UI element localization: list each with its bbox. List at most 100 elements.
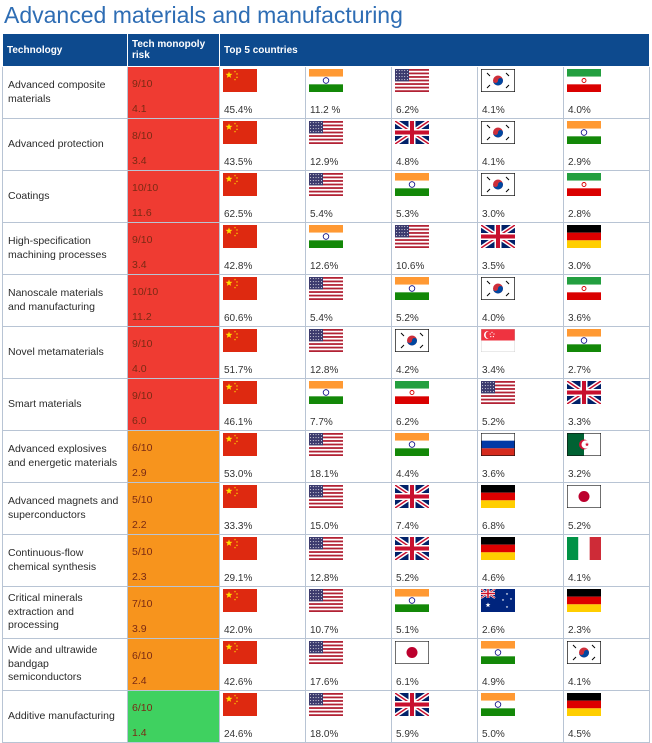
- risk-cell: 9/10 6.0: [127, 378, 220, 431]
- australia-flag-icon: [481, 589, 560, 612]
- risk-value: 4.1: [132, 102, 147, 115]
- risk-value: 3.4: [132, 154, 147, 167]
- country-share: 4.0%: [482, 313, 505, 324]
- india-flag-icon: [481, 693, 560, 716]
- header-top5: Top 5 countries: [219, 33, 650, 67]
- country-share: 46.1%: [224, 417, 253, 428]
- country-share: 4.9%: [482, 677, 505, 688]
- uk-flag-icon: [395, 537, 474, 560]
- country-share: 4.5%: [568, 729, 591, 740]
- risk-score: 6/10: [132, 702, 153, 714]
- country-cell: 2.6%: [477, 586, 564, 639]
- country-cell: 5.3%: [391, 170, 478, 223]
- india-flag-icon: [395, 277, 474, 300]
- country-cell: 7.4%: [391, 482, 478, 535]
- country-share: 17.6%: [310, 677, 339, 688]
- country-share: 12.8%: [310, 573, 339, 584]
- china-flag-icon: [223, 381, 302, 404]
- country-cell: 6.8%: [477, 482, 564, 535]
- country-cell: 3.3%: [563, 378, 650, 431]
- germany-flag-icon: [567, 589, 646, 612]
- country-share: 4.0%: [568, 105, 591, 116]
- risk-score: 5/10: [132, 546, 153, 558]
- country-share: 4.1%: [482, 105, 505, 116]
- risk-cell: 10/10 11.2: [127, 274, 220, 327]
- table-row: Critical minerals extraction and process…: [2, 586, 650, 639]
- table-row: Nanoscale materials and manufacturing 10/…: [2, 274, 650, 327]
- country-share: 2.9%: [568, 157, 591, 168]
- country-share: 5.3%: [396, 209, 419, 220]
- country-cell: 2.9%: [563, 118, 650, 171]
- country-cell: 12.8%: [305, 326, 392, 379]
- country-cell: 6.2%: [391, 66, 478, 119]
- country-cell: 3.6%: [563, 274, 650, 327]
- usa-flag-icon: [309, 693, 388, 716]
- iran-flag-icon: [395, 381, 474, 404]
- country-share: 5.4%: [310, 209, 333, 220]
- country-share: 6.1%: [396, 677, 419, 688]
- country-cell: 18.0%: [305, 690, 392, 743]
- country-share: 12.6%: [310, 261, 339, 272]
- table-row: Advanced composite materials 9/10 4.1 45.4%…: [2, 66, 650, 119]
- risk-value: 11.2: [132, 310, 152, 323]
- country-cell: 29.1%: [219, 534, 306, 587]
- china-flag-icon: [223, 641, 302, 664]
- country-cell: 5.0%: [477, 690, 564, 743]
- china-flag-icon: [223, 433, 302, 456]
- country-cell: 17.6%: [305, 638, 392, 691]
- china-flag-icon: [223, 329, 302, 352]
- usa-flag-icon: [309, 485, 388, 508]
- china-flag-icon: [223, 121, 302, 144]
- china-flag-icon: [223, 589, 302, 612]
- country-cell: 5.2%: [391, 274, 478, 327]
- south-korea-flag-icon: [481, 121, 560, 144]
- country-cell: 4.0%: [477, 274, 564, 327]
- country-cell: 3.4%: [477, 326, 564, 379]
- technology-name: Nanoscale materials and manufacturing: [2, 274, 128, 327]
- country-share: 4.8%: [396, 157, 419, 168]
- india-flag-icon: [481, 641, 560, 664]
- country-cell: 5.4%: [305, 274, 392, 327]
- risk-score: 9/10: [132, 234, 153, 246]
- japan-flag-icon: [567, 485, 646, 508]
- country-cell: 12.8%: [305, 534, 392, 587]
- technology-name: Wide and ultrawide bandgap semiconductor…: [2, 638, 128, 691]
- table-row: Advanced magnets and superconductors 5/10…: [2, 482, 650, 535]
- country-cell: 33.3%: [219, 482, 306, 535]
- south-korea-flag-icon: [395, 329, 474, 352]
- usa-flag-icon: [309, 433, 388, 456]
- risk-cell: 9/10 4.1: [127, 66, 220, 119]
- table-row: Smart materials 9/10 6.0 46.1% 7.7% 6.2% 5.2% 3…: [2, 378, 650, 431]
- country-share: 3.2%: [568, 469, 591, 480]
- country-share: 5.4%: [310, 313, 333, 324]
- country-cell: 4.1%: [477, 66, 564, 119]
- country-cell: 42.8%: [219, 222, 306, 275]
- technology-name: Advanced magnets and superconductors: [2, 482, 128, 535]
- country-share: 10.6%: [396, 261, 425, 272]
- risk-score: 10/10: [132, 182, 159, 194]
- risk-cell: 6/10 2.4: [127, 638, 220, 691]
- country-share: 45.4%: [224, 105, 253, 116]
- country-cell: 5.4%: [305, 170, 392, 223]
- risk-cell: 6/10 2.9: [127, 430, 220, 483]
- country-cell: 51.7%: [219, 326, 306, 379]
- risk-value: 6.0: [132, 414, 147, 427]
- country-share: 5.2%: [396, 573, 419, 584]
- country-cell: 4.6%: [477, 534, 564, 587]
- table-row: Advanced explosives and energetic materi…: [2, 430, 650, 483]
- country-share: 3.0%: [568, 261, 591, 272]
- india-flag-icon: [567, 329, 646, 352]
- country-share: 5.0%: [482, 729, 505, 740]
- country-share: 3.6%: [482, 469, 505, 480]
- country-share: 11.2 %: [310, 105, 341, 116]
- germany-flag-icon: [481, 537, 560, 560]
- table-row: Novel metamaterials 9/10 4.0 51.7% 12.8% 4.2%…: [2, 326, 650, 379]
- country-share: 51.7%: [224, 365, 253, 376]
- uk-flag-icon: [395, 693, 474, 716]
- country-share: 5.1%: [396, 625, 419, 636]
- india-flag-icon: [309, 381, 388, 404]
- uk-flag-icon: [395, 121, 474, 144]
- country-cell: 6.1%: [391, 638, 478, 691]
- country-cell: 4.8%: [391, 118, 478, 171]
- country-cell: 4.5%: [563, 690, 650, 743]
